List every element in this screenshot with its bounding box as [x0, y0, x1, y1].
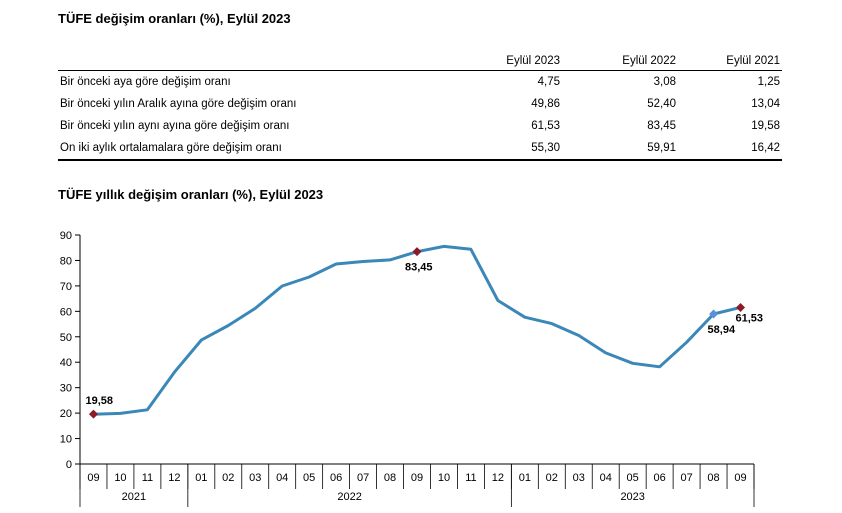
x-tick-label: 05 [627, 472, 639, 484]
x-tick-label: 07 [680, 472, 692, 484]
y-tick-label: 70 [60, 281, 72, 293]
year-label: 2022 [337, 491, 361, 503]
x-tick-label: 06 [330, 472, 342, 484]
y-tick-label: 0 [66, 459, 72, 471]
chart-title: TÜFE yıllık değişim oranları (%), Eylül … [58, 187, 324, 202]
x-tick-label: 08 [384, 472, 396, 484]
table-header-cell [58, 52, 446, 71]
table-header-cell: Eylül 2021 [678, 52, 782, 71]
data-point-marker [736, 302, 746, 312]
table-row: Bir önceki yılın Aralık ayına göre değiş… [58, 93, 782, 116]
data-point-marker [412, 247, 422, 257]
table-cell: 4,75 [537, 75, 560, 88]
x-tick-label: 05 [303, 472, 315, 484]
x-tick-label: 02 [546, 472, 558, 484]
y-tick-label: 50 [60, 332, 72, 344]
x-tick-label: 09 [734, 472, 746, 484]
table-cell: 55,30 [446, 137, 562, 161]
x-tick-label: 10 [114, 472, 126, 484]
x-tick-label: 07 [357, 472, 369, 484]
y-tick-label: 10 [60, 434, 72, 446]
y-tick-label: 90 [60, 230, 72, 242]
row-label: On iki aylık ortalamalara göre değişim o… [58, 137, 446, 161]
table-cell: 16,42 [678, 137, 782, 161]
table-row: On iki aylık ortalamalara göre değişim o… [58, 137, 782, 161]
row-label: Bir önceki yılın Aralık ayına göre değiş… [60, 97, 297, 110]
change-rates-table: Eylül 2023 Eylül 2022 Eylül 2021 Bir önc… [58, 52, 782, 161]
x-tick-label: 03 [249, 472, 261, 484]
x-tick-label: 01 [195, 472, 207, 484]
table-cell: 19,58 [751, 120, 780, 133]
table-cell: 83,45 [647, 120, 676, 133]
table-cell: 3,08 [653, 75, 676, 88]
x-tick-label: 04 [600, 472, 612, 484]
data-label: 19,58 [85, 395, 113, 407]
x-tick-label: 12 [492, 472, 504, 484]
x-tick-label: 11 [465, 472, 476, 484]
table-cell: 1,25 [757, 75, 780, 88]
data-label: 58,94 [708, 324, 736, 336]
x-tick-label: 12 [168, 472, 180, 484]
x-tick-label: 08 [707, 472, 719, 484]
table-cell: 59,91 [562, 137, 678, 161]
year-label: 2021 [122, 491, 146, 503]
y-tick-label: 40 [60, 357, 72, 369]
table-row: Bir önceki aya göre değişim oranı 4,75 3… [58, 70, 782, 93]
table-cell: 61,53 [531, 120, 560, 133]
row-label: Bir önceki yılın aynı ayına göre değişim… [60, 120, 290, 133]
y-tick-label: 20 [60, 408, 72, 420]
data-label: 61,53 [736, 312, 764, 324]
table-row: Bir önceki yılın aynı ayına göre değişim… [58, 115, 782, 138]
table-cell: 13,04 [751, 97, 780, 110]
data-point-marker [709, 309, 719, 319]
table-header-row: Eylül 2023 Eylül 2022 Eylül 2021 [58, 52, 782, 71]
x-tick-label: 02 [222, 472, 234, 484]
y-tick-label: 60 [60, 306, 72, 318]
data-label: 83,45 [405, 262, 433, 274]
table-header-cell: Eylül 2022 [562, 52, 678, 71]
table-cell: 49,86 [531, 97, 560, 110]
row-label: Bir önceki aya göre değişim oranı [60, 75, 231, 88]
x-tick-label: 09 [411, 472, 423, 484]
x-tick-label: 10 [438, 472, 450, 484]
x-tick-label: 01 [519, 472, 531, 484]
x-tick-label: 11 [142, 472, 153, 484]
y-tick-label: 30 [60, 383, 72, 395]
data-point-marker [88, 409, 98, 419]
x-tick-label: 06 [654, 472, 666, 484]
table-title: TÜFE değişim oranları (%), Eylül 2023 [58, 11, 291, 26]
year-label: 2023 [620, 491, 644, 503]
x-tick-label: 03 [573, 472, 585, 484]
x-tick-label: 04 [276, 472, 288, 484]
table-cell: 52,40 [647, 97, 676, 110]
x-tick-label: 09 [87, 472, 99, 484]
table-header-cell: Eylül 2023 [446, 52, 562, 71]
y-tick-label: 80 [60, 255, 72, 267]
